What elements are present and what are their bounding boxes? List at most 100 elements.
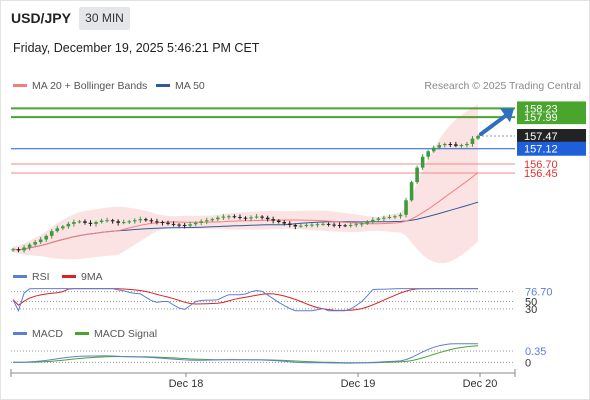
candle-body bbox=[38, 239, 43, 243]
credit-text: Research © 2025 Trading Central bbox=[424, 80, 581, 92]
candle-body bbox=[465, 144, 469, 146]
macd-level-label: 0.35 bbox=[525, 346, 546, 358]
legend-9ma-label: 9MA bbox=[81, 271, 103, 283]
candle-body bbox=[470, 138, 475, 145]
timeframe-button[interactable]: 30 MIN bbox=[79, 7, 130, 30]
rsi-swatch bbox=[13, 274, 27, 278]
candle-body bbox=[243, 217, 248, 219]
candle-body bbox=[155, 221, 159, 223]
price-tag-last bbox=[517, 129, 586, 144]
candle-body bbox=[144, 219, 148, 221]
candle-body bbox=[348, 224, 353, 226]
legend-macd-label: MACD bbox=[32, 328, 63, 340]
x-tick-label: Dec 20 bbox=[463, 378, 498, 390]
candle-body bbox=[88, 222, 93, 224]
macd-level-label: 0 bbox=[525, 357, 531, 369]
rsi-line bbox=[12, 288, 478, 313]
legend-signal-label: MACD Signal bbox=[94, 328, 158, 340]
candle-body bbox=[204, 220, 209, 222]
candle-body bbox=[221, 216, 226, 218]
price-label-157.47: 157.47 bbox=[524, 131, 558, 143]
candle-body bbox=[459, 145, 464, 147]
ma50-swatch bbox=[156, 83, 170, 87]
legend-9ma: 9MA bbox=[62, 271, 103, 283]
candle-body bbox=[77, 221, 82, 223]
candle-body bbox=[382, 217, 386, 219]
chart-header: USD/JPY 30 MIN bbox=[0, 0, 590, 38]
candle-body bbox=[55, 228, 60, 232]
rsi-level-label: 30 bbox=[525, 304, 537, 316]
candle-body bbox=[16, 249, 21, 251]
x-tick-label: Dec 18 bbox=[169, 378, 204, 390]
candle-body bbox=[426, 151, 430, 157]
candle-body bbox=[365, 222, 370, 224]
legend-macd: MACD bbox=[13, 328, 63, 340]
candle-body bbox=[99, 220, 104, 223]
candle-body bbox=[476, 136, 480, 139]
candle-body bbox=[276, 220, 281, 223]
ma20-line bbox=[12, 172, 479, 251]
candle-body bbox=[310, 224, 314, 226]
candle-body bbox=[177, 224, 181, 226]
price-label-156.45: 156.45 bbox=[524, 168, 558, 180]
candle-body bbox=[420, 156, 425, 168]
candle-body bbox=[94, 222, 98, 224]
resistance-tag bbox=[517, 101, 586, 125]
price-label-157.99: 157.99 bbox=[524, 112, 558, 124]
legend-rsi-label: RSI bbox=[32, 271, 50, 283]
legend-rsi: RSI bbox=[13, 271, 50, 283]
candle-body bbox=[321, 223, 325, 225]
legend-ma20: MA 20 + Bollinger Bands bbox=[13, 80, 147, 92]
legend-ma50: MA 50 bbox=[156, 80, 205, 92]
macd-panel: 0.350 bbox=[11, 343, 546, 369]
candle-body bbox=[337, 224, 342, 226]
candle-body bbox=[199, 221, 204, 223]
candle-body bbox=[171, 223, 176, 225]
candle-body bbox=[315, 224, 320, 226]
candle-body bbox=[404, 200, 408, 215]
candle-body bbox=[409, 182, 414, 201]
candle-body bbox=[149, 220, 154, 222]
candle-body bbox=[11, 249, 15, 251]
candle-body bbox=[110, 220, 115, 222]
price-label-156.70: 156.70 bbox=[524, 159, 558, 171]
candle-body bbox=[448, 144, 453, 146]
candle-body bbox=[232, 216, 237, 218]
legend-ma50-label: MA 50 bbox=[175, 80, 205, 92]
candle-body bbox=[127, 221, 132, 223]
symbol-title: USD/JPY bbox=[11, 10, 71, 26]
candle-body bbox=[49, 231, 54, 236]
candle-body bbox=[132, 220, 137, 222]
candle-body bbox=[254, 216, 259, 218]
legend-macd-signal: MACD Signal bbox=[75, 328, 157, 340]
candle-body bbox=[105, 220, 109, 222]
candle-body bbox=[442, 144, 447, 146]
candle-body bbox=[44, 235, 49, 240]
candle-body bbox=[387, 216, 392, 218]
candle-body bbox=[116, 221, 120, 223]
candle-body bbox=[271, 219, 275, 221]
candle-body bbox=[437, 145, 442, 148]
candle-body bbox=[354, 224, 359, 226]
x-axis: Dec 18 Dec 19 Dec 20 bbox=[10, 369, 516, 390]
rsi-level-label: 50 bbox=[525, 297, 537, 309]
candle-body bbox=[66, 223, 71, 227]
macd-line bbox=[12, 343, 478, 364]
candle-body bbox=[287, 223, 292, 225]
candle-body bbox=[138, 219, 143, 221]
candle-body bbox=[33, 242, 37, 245]
candle-body bbox=[121, 222, 126, 224]
price-label-157.12: 157.12 bbox=[524, 144, 558, 156]
candle-body bbox=[359, 223, 364, 225]
ma20-swatch bbox=[13, 83, 27, 87]
signal-swatch bbox=[75, 331, 89, 335]
candle-body bbox=[304, 224, 309, 226]
candle-body bbox=[454, 144, 458, 146]
candle-body bbox=[27, 244, 32, 248]
candle-body bbox=[182, 224, 187, 226]
candle-body bbox=[188, 224, 192, 226]
candle-body bbox=[431, 147, 436, 152]
